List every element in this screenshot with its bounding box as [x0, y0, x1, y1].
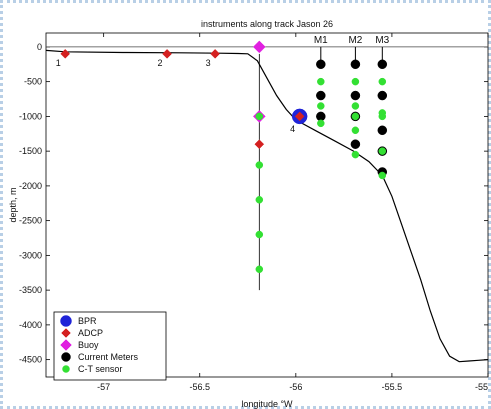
y-axis-label: depth, m: [8, 187, 18, 222]
c-t-sensor-marker: [378, 147, 387, 155]
x-tick-label: -56.5: [189, 382, 210, 392]
y-tick-label: -1500: [19, 146, 42, 156]
adcp-marker: [294, 111, 305, 122]
station-labels: 1 2 3 4: [56, 58, 295, 134]
c-t-sensor-marker: [317, 102, 325, 110]
bathymetry-line: [45, 49, 489, 363]
c-t-sensor-marker: [378, 112, 387, 121]
legend-label-bpr: BPR: [78, 316, 97, 326]
c-t-sensor-marker: [351, 112, 360, 121]
current-meters-marker: [377, 90, 388, 101]
legend-marker-bpr: [60, 315, 72, 327]
x-tick-label: -57: [97, 382, 110, 392]
current-meters-marker: [350, 59, 361, 70]
station-label: 1: [56, 58, 61, 68]
c-t-sensor-marker: [378, 171, 387, 180]
legend-box: [53, 311, 167, 381]
legend-label-current-meters: Current Meters: [78, 352, 139, 362]
adcp-marker: [60, 48, 71, 59]
y-tick-label: -2500: [19, 216, 42, 226]
c-t-sensor-marker: [255, 265, 264, 274]
c-t-sensor-marker: [351, 102, 360, 110]
legend-label-buoy: Buoy: [78, 340, 99, 350]
current-meters-marker: [350, 90, 361, 101]
c-t-sensor-marker: [378, 77, 387, 86]
y-tick-label: -3500: [19, 285, 42, 295]
axis-ticks: -57 -56.5 -56 -55.5 -55 0 -500 -1000 -1500 -2000 -…: [19, 33, 489, 392]
x-tick-label: -56: [289, 382, 302, 392]
c-t-sensor-marker: [317, 77, 325, 86]
current-meters-marker: [316, 111, 326, 122]
y-tick-label: -4500: [19, 355, 42, 365]
station-label: 2: [158, 58, 163, 68]
y-tick-label: -500: [24, 77, 42, 87]
current-meters-marker: [316, 59, 326, 70]
current-meters-marker: [377, 59, 388, 70]
current-meters-marker: [316, 90, 326, 101]
legend-label-c-t-sensor: C-T sensor: [78, 364, 122, 374]
current-meters-marker: [350, 139, 361, 149]
mooring-label: M1: [314, 35, 328, 46]
adcp-marker: [162, 48, 172, 59]
y-tick-label: -4000: [19, 320, 42, 330]
c-t-sensor-marker: [351, 77, 360, 86]
c-t-sensor-marker: [255, 230, 264, 239]
y-tick-label: 0: [37, 42, 42, 52]
station-label: 4: [290, 124, 295, 134]
legend-marker-c-t-sensor: [62, 365, 70, 373]
x-tick-label: -55.5: [382, 382, 403, 392]
c-t-sensor-marker: [255, 161, 264, 169]
station-label: 3: [206, 58, 211, 68]
c-t-sensor-marker: [255, 196, 264, 204]
adcp-marker: [210, 48, 220, 59]
mooring-label: M2: [348, 35, 362, 46]
current-meters-marker: [377, 125, 388, 136]
buoy-marker: [252, 40, 266, 54]
legend-marker-current-meters: [61, 352, 71, 362]
c-t-sensor-marker: [255, 112, 264, 121]
y-tick-label: -1000: [19, 111, 42, 121]
legend-label-adcp: ADCP: [78, 328, 103, 338]
bathymetry-series: [45, 49, 489, 363]
y-tick-label: -2000: [19, 181, 42, 191]
legend-marker-buoy: [60, 339, 72, 351]
c-t-sensor-marker: [351, 150, 360, 159]
mooring-label: M3: [375, 35, 389, 46]
x-axis-label: longitude °W: [241, 399, 293, 409]
c-t-sensor-marker: [317, 119, 325, 128]
y-tick-label: -3000: [19, 250, 42, 260]
instrument-markers: [60, 40, 388, 274]
x-tick-label: -55: [475, 382, 488, 392]
legend: BPR ADCP Buoy Current Meters C-T sensor: [53, 311, 167, 381]
legend-marker-adcp: [61, 328, 71, 338]
chart-title: instruments along track Jason 26: [201, 19, 333, 29]
c-t-sensor-marker: [351, 126, 360, 135]
adcp-marker: [254, 139, 265, 150]
